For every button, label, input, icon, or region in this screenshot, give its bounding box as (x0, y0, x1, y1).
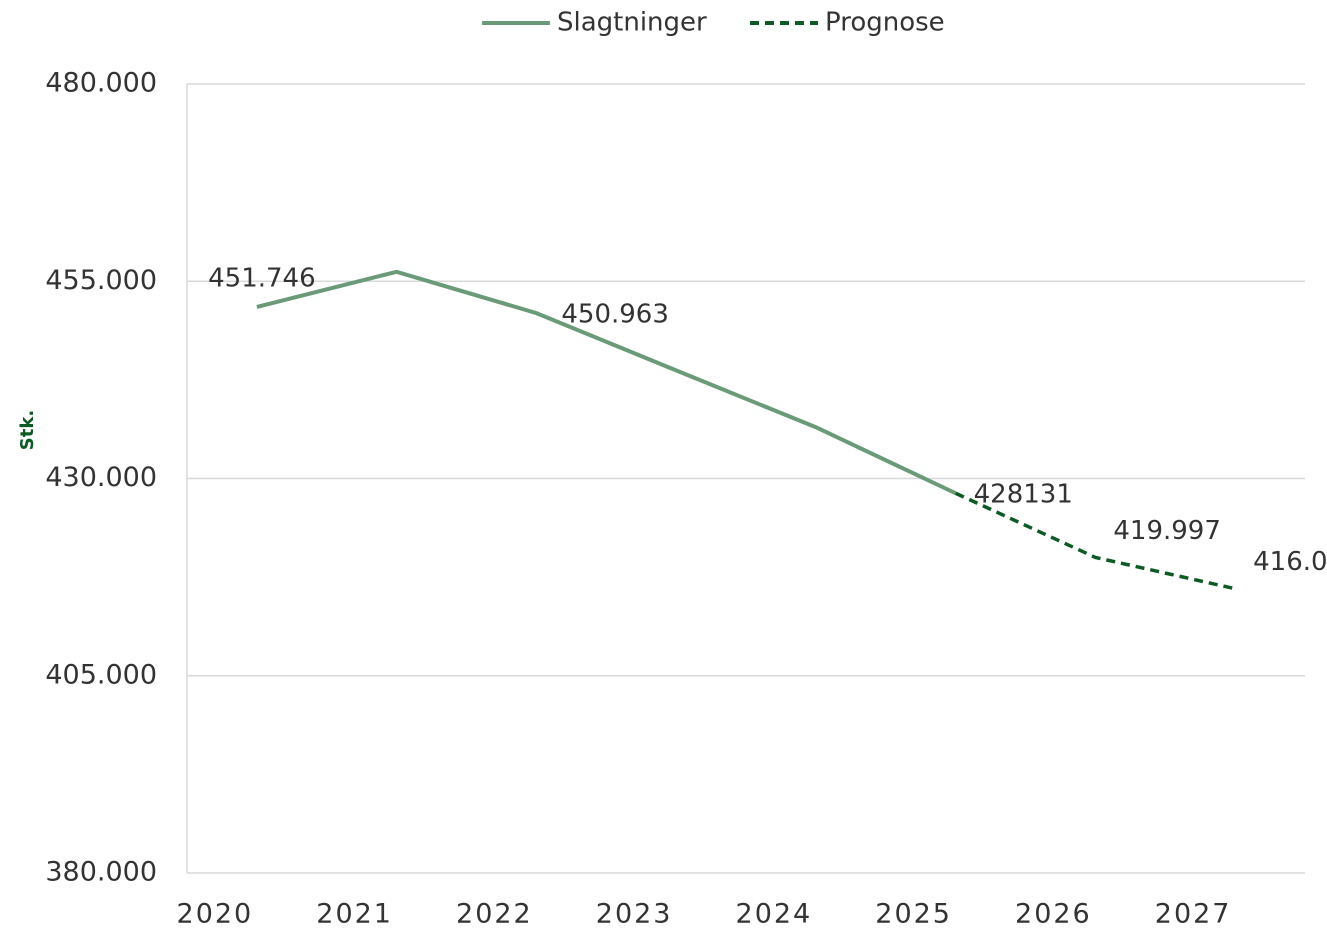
y-tick-label: 455.000 (45, 265, 157, 296)
x-tick-label: 2026 (1015, 899, 1092, 929)
x-tick-label: 2025 (875, 899, 952, 929)
y-axis-title: Stk. (17, 410, 38, 450)
legend-label: Slagtninger (557, 8, 707, 38)
y-tick-label: 405.000 (45, 659, 157, 690)
x-tick-label: 2021 (316, 899, 393, 929)
x-tick-label: 2022 (456, 899, 533, 929)
data-label: 450.963 (561, 300, 669, 330)
x-tick-label: 2024 (736, 899, 813, 929)
series-line (954, 491, 1236, 591)
y-tick-label: 480.000 (45, 68, 157, 99)
y-tick-label: 380.000 (45, 857, 157, 888)
series-line (256, 269, 957, 496)
data-label: 451.746 (208, 263, 316, 293)
x-tick-label: 2020 (177, 899, 254, 929)
data-label: 419.997 (1113, 516, 1221, 546)
legend-label: Prognose (825, 8, 945, 38)
x-tick-label: 2023 (596, 899, 673, 929)
data-label: 416.031 (1253, 547, 1327, 577)
data-label: 428131 (974, 480, 1073, 510)
y-tick-label: 430.000 (45, 462, 157, 493)
x-tick-label: 2027 (1155, 899, 1232, 929)
